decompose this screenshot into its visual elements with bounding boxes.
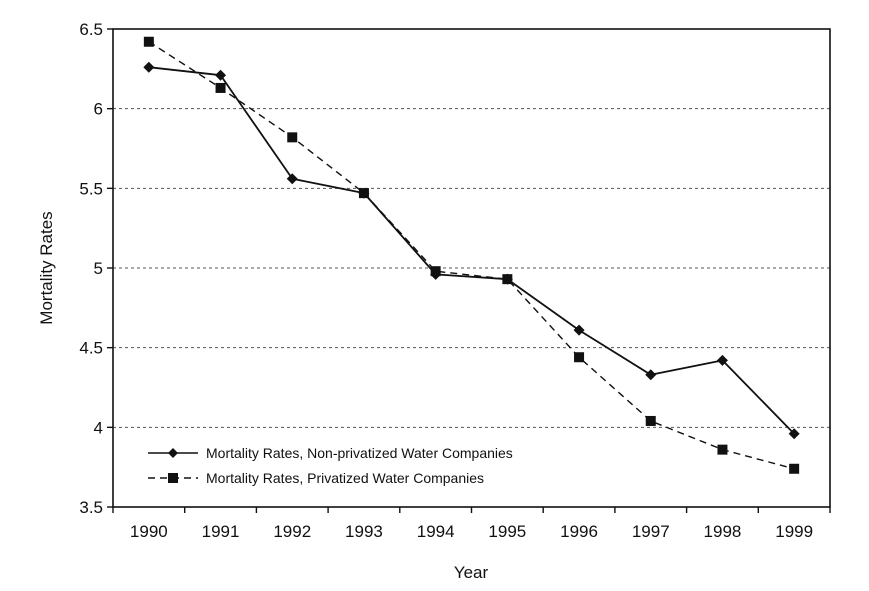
grid-lines <box>113 108 830 428</box>
legend-label-privatized: Mortality Rates, Privatized Water Compan… <box>206 470 484 486</box>
data-point-privatized <box>502 274 513 285</box>
data-point-privatized <box>287 132 298 143</box>
x-axis-title: Year <box>454 563 489 582</box>
data-point-privatized <box>717 444 728 455</box>
data-point-non-privatized <box>788 428 800 440</box>
data-point-privatized <box>789 463 800 474</box>
data-point-non-privatized <box>573 324 585 336</box>
y-axis-ticks: 3.5 4 4.5 5 5.5 6 6.5 <box>79 20 113 517</box>
series-layer <box>143 36 800 474</box>
y-tick-label: 6 <box>94 100 103 119</box>
x-tick-label: 1997 <box>632 522 670 541</box>
data-point-privatized <box>215 82 226 93</box>
data-point-non-privatized <box>645 369 657 381</box>
data-point-privatized <box>574 352 585 363</box>
data-point-privatized <box>430 266 441 277</box>
y-tick-label: 5 <box>94 259 103 278</box>
legend-marker-privatized <box>168 473 178 483</box>
y-tick-label: 4 <box>94 418 103 437</box>
x-axis-ticks: 1990 1991 1992 1993 1994 1995 1996 1997 1998 1999 <box>112 507 831 541</box>
x-tick-label: 1995 <box>488 522 526 541</box>
data-point-non-privatized <box>286 173 298 185</box>
x-tick-label: 1998 <box>704 522 742 541</box>
legend-marker-non-privatized <box>168 448 178 458</box>
y-tick-label: 6.5 <box>79 20 103 39</box>
y-tick-label: 4.5 <box>79 339 103 358</box>
y-axis-title: Mortality Rates <box>37 211 56 324</box>
data-point-non-privatized <box>143 61 155 73</box>
plot-frame <box>112 28 831 508</box>
data-point-non-privatized <box>215 69 227 81</box>
x-tick-label: 1996 <box>560 522 598 541</box>
data-point-privatized <box>143 36 154 47</box>
x-tick-label: 1993 <box>345 522 383 541</box>
series-line-non-privatized <box>148 66 795 435</box>
legend-label-non-privatized: Mortality Rates, Non-privatized Water Co… <box>206 445 513 461</box>
x-tick-label: 1999 <box>775 522 813 541</box>
x-tick-label: 1994 <box>417 522 455 541</box>
data-point-privatized <box>358 188 369 199</box>
x-tick-label: 1992 <box>273 522 311 541</box>
x-tick-label: 1991 <box>202 522 240 541</box>
y-tick-label: 5.5 <box>79 179 103 198</box>
series-line-privatized <box>148 41 795 470</box>
y-tick-label: 3.5 <box>79 498 103 517</box>
data-point-privatized <box>645 415 656 426</box>
x-tick-label: 1990 <box>130 522 168 541</box>
legend: Mortality Rates, Non-privatized Water Co… <box>148 445 513 486</box>
data-point-non-privatized <box>716 354 728 366</box>
